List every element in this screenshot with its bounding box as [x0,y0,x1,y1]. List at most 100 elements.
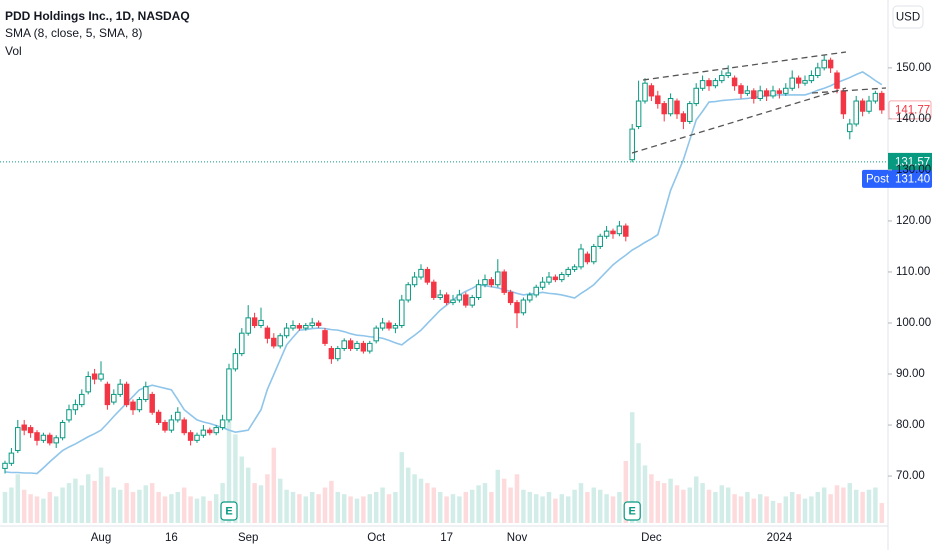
volume-bar [764,496,769,523]
volume-bar [719,485,725,523]
volume-bar [60,487,65,523]
volume-bar [828,494,833,523]
candle-body [59,421,66,439]
candle-body [373,327,379,342]
candle-body [239,332,245,355]
post-market-tag: Post [866,173,890,185]
volume-bar [655,480,661,523]
candle-body [751,90,757,99]
candle-body [879,92,885,111]
volume-bar [873,487,878,523]
volume-bar [188,496,193,523]
volume-bar [213,494,219,523]
x-tick-label: 2024 [767,532,793,544]
volume-bar [361,496,366,523]
volume-bar [354,498,360,523]
y-tick-label: 150.00 [896,62,931,74]
candle-body [539,281,546,288]
volume-bar [297,494,302,523]
candle-body [603,230,610,237]
candle-body [424,268,431,283]
candle-body [527,294,533,301]
volume-bar [21,489,27,523]
candle-body [770,90,776,97]
candle-body [379,322,386,329]
volume-bar [341,494,347,523]
volume-bar [713,491,718,523]
candle-body [578,248,584,268]
volume-bar [124,483,129,523]
volume-bar [860,491,865,523]
y-tick-label: 70.00 [896,470,925,482]
candle-body [699,80,706,89]
candle-body [456,294,463,301]
candle-body [392,325,399,329]
volume-bar [879,503,885,523]
currency-box[interactable] [892,5,924,29]
currency-label[interactable]: USD [896,12,920,24]
candle-body [667,97,674,115]
y-tick-label: 80.00 [896,419,925,431]
volume-bar [284,489,289,523]
volume-bar [386,494,392,523]
candle-body [85,376,91,393]
candle-body [251,317,258,327]
sma-line [4,71,883,475]
volume-bar [777,503,782,523]
candle-body [143,386,149,401]
candle-body [53,437,59,444]
candle-body [34,432,40,441]
candle-body [853,100,859,125]
x-tick-label: 16 [165,532,178,544]
volume-bar [92,480,97,523]
candle-body [111,393,117,403]
volume-bar [482,483,488,523]
candle-body [98,373,104,380]
volume-bar [745,491,750,523]
volume-bar [809,496,814,523]
candle-body [757,90,763,99]
candle-body [72,404,79,411]
volume-bar [335,491,341,523]
candle-body [738,85,744,94]
volume-bar [303,496,309,523]
candle-body [328,347,335,360]
candle-body [66,409,72,421]
volume-bar [226,421,232,523]
candle-body [271,337,277,347]
volume-bar [501,478,507,523]
volume-bar [373,491,379,523]
candle-body [795,77,802,84]
candle-body [232,353,239,370]
candle-body [8,452,15,464]
volume-bar [591,487,597,523]
candle-body [200,429,207,436]
post-market-price: 131.40 [895,173,930,185]
candle-body [431,281,437,298]
y-tick-label: 90.00 [896,368,925,380]
close-price-box [888,100,932,120]
y-tick-label: 120.00 [896,215,931,227]
volume-bar [329,480,334,523]
candle-body [725,72,731,77]
candle-body [495,271,501,286]
chart-title: PDD Holdings Inc., 1D, NASDAQ [5,9,190,23]
candle-body [655,95,661,105]
volume-bar [79,485,85,523]
candle-body [386,322,392,329]
candle-body [591,245,597,263]
volume-bar [751,498,757,523]
volume-bar [789,491,795,523]
y-tick-label: 100.00 [896,317,931,329]
candle-body [789,77,795,89]
volume-bar [149,483,155,523]
candle-body [610,230,616,235]
volume-bar [585,491,590,523]
candle-body [533,286,539,296]
volume-bar [175,491,181,523]
volume-label: Vol [5,44,22,58]
volume-bar [53,496,59,523]
volume-bar [367,494,373,523]
candle-body [616,225,623,235]
candle-body [405,284,411,301]
